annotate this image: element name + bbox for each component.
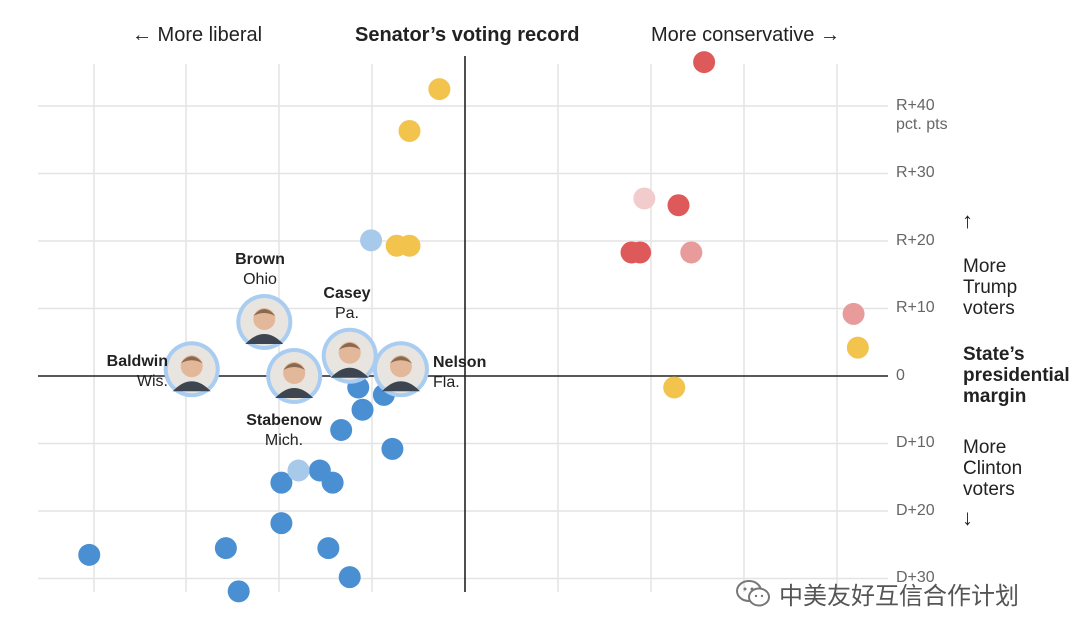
y-tick-label: D+10 xyxy=(896,434,935,451)
y-tick-label: R+20 xyxy=(896,232,935,249)
y-tick-label: R+40 xyxy=(896,97,935,114)
y-tick-label: R+30 xyxy=(896,164,935,181)
photo-hair xyxy=(338,342,361,350)
data-point xyxy=(663,376,686,399)
photo-hair xyxy=(180,356,203,364)
data-point xyxy=(428,78,451,101)
data-point xyxy=(360,229,383,252)
data-point xyxy=(330,419,353,441)
photo-hair xyxy=(253,309,276,316)
data-point xyxy=(287,459,310,482)
watermark-text: 中美友好互信合作计划 xyxy=(779,583,1019,610)
y-tick-label: R+10 xyxy=(896,299,935,316)
senator-label-stabenow: Stabenow Mich. xyxy=(246,412,322,449)
photo-shoulders xyxy=(172,381,211,392)
data-point xyxy=(398,234,421,257)
up-arrow-icon: ↑ xyxy=(962,208,973,233)
data-point xyxy=(351,398,374,421)
data-point xyxy=(78,543,101,566)
data-point xyxy=(398,119,421,142)
state-margin-label: State’s presidential margin xyxy=(963,344,1070,407)
senator-photo-casey xyxy=(321,327,378,384)
more-trump-label: More Trump voters xyxy=(963,256,1018,319)
data-point xyxy=(842,302,865,325)
senator-photo-nelson xyxy=(372,341,429,398)
data-point xyxy=(629,241,652,264)
data-point xyxy=(680,241,703,264)
photo-hair xyxy=(389,356,412,364)
data-point xyxy=(317,537,340,560)
senator-label-baldwin: Baldwin Wis. xyxy=(106,353,168,390)
photo-hair xyxy=(283,363,306,370)
photo-shoulders xyxy=(245,334,284,344)
data-point xyxy=(214,537,237,560)
more-clinton-label: More Clinton voters xyxy=(963,437,1023,500)
data-point xyxy=(270,471,293,494)
senator-label-casey: Casey Pa. xyxy=(323,285,371,322)
y-tick-label: D+20 xyxy=(896,502,935,519)
photo-layer xyxy=(163,294,429,404)
data-point xyxy=(270,512,293,535)
data-point xyxy=(693,51,716,74)
more-liberal-label: ← More liberal xyxy=(132,24,263,46)
y-unit-label: pct. pts xyxy=(896,116,948,133)
data-point xyxy=(846,336,869,359)
grid-layer xyxy=(38,64,888,592)
data-point xyxy=(633,187,656,210)
senator-label-nelson: Nelson Fla. xyxy=(433,354,487,391)
y-tick-label: D+30 xyxy=(896,569,935,586)
watermark: 中美友好互信合作计划 xyxy=(735,576,1019,611)
x-axis-title: Senator’s voting record xyxy=(355,24,580,46)
senator-photo-stabenow xyxy=(266,348,323,404)
y-tick-label: 0 xyxy=(896,367,905,384)
photo-shoulders xyxy=(275,388,314,398)
dot-layer xyxy=(78,51,869,603)
data-point xyxy=(667,194,690,217)
more-conservative-label: More conservative → xyxy=(651,24,840,46)
data-point xyxy=(381,437,404,460)
data-point xyxy=(338,566,361,589)
photo-shoulders xyxy=(381,381,420,392)
photo-shoulders xyxy=(330,367,369,378)
senator-photo-baldwin xyxy=(163,341,220,398)
down-arrow-icon: ↓ xyxy=(962,505,973,530)
senator-label-brown: Brown Ohio xyxy=(235,251,285,288)
data-point xyxy=(227,580,250,603)
chat-bubbles-icon xyxy=(736,579,770,606)
senator-photo-brown xyxy=(236,294,293,350)
data-point xyxy=(321,471,344,494)
